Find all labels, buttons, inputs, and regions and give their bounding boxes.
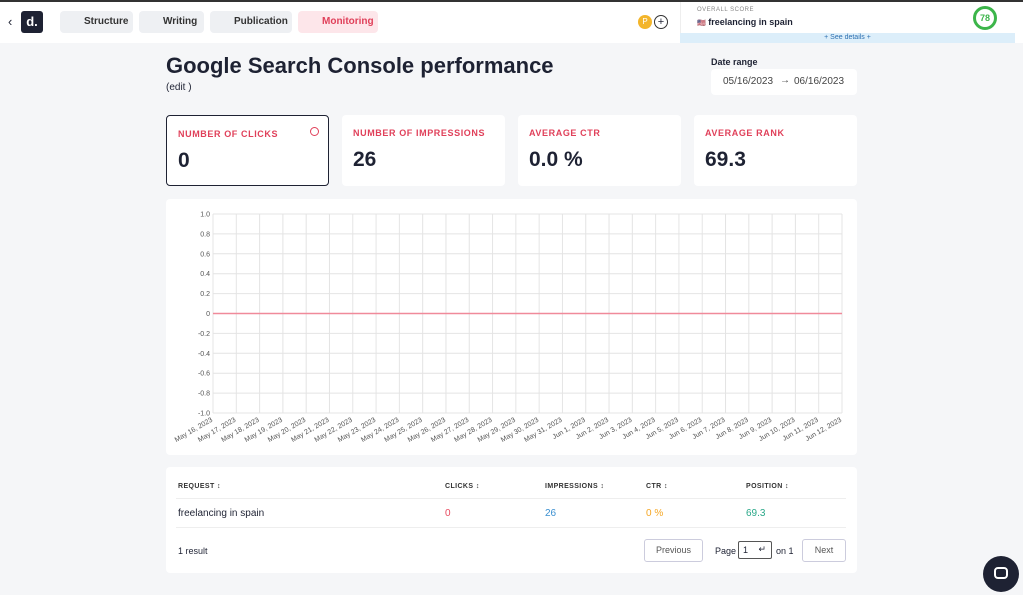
divider: [176, 498, 846, 499]
y-tick-label: 0.4: [200, 271, 210, 278]
page-total: on 1: [776, 546, 794, 556]
y-tick-label: 0.2: [200, 291, 210, 298]
see-details[interactable]: + See details +: [680, 33, 1015, 43]
y-tick-label: -1.0: [198, 411, 210, 418]
column-header[interactable]: CLICKS ↕: [445, 483, 480, 490]
date-end: 06/16/2023: [794, 76, 845, 87]
header-text: POSITION: [746, 483, 783, 490]
y-tick-label: -0.8: [198, 391, 210, 398]
divider: [176, 527, 846, 528]
x-tick-label: May 16, 2023: [174, 417, 214, 444]
y-tick-label: 0: [206, 311, 210, 318]
cell: 26: [545, 508, 557, 519]
keyword: freelancing in spain: [708, 17, 793, 27]
page-label: Page: [715, 546, 737, 556]
tab[interactable]: Publication: [210, 11, 292, 33]
page-title: Google Search Console performance: [166, 53, 554, 78]
next-button[interactable]: Next: [802, 539, 846, 562]
header-text: CTR: [646, 483, 662, 490]
y-tick-label: -0.4: [198, 351, 210, 358]
cell: 69.3: [746, 508, 766, 519]
score-keyword: 🇺🇸 freelancing in spain: [697, 17, 793, 27]
kpi-card[interactable]: AVERAGE CTR 0.0 %: [518, 115, 681, 186]
cell: 0 %: [646, 508, 664, 519]
tab[interactable]: Structure: [60, 11, 133, 33]
score-ring: 78: [973, 6, 997, 30]
date-start: 05/16/2023: [723, 76, 774, 87]
header-text: IMPRESSIONS: [545, 483, 599, 490]
kpi-label: AVERAGE CTR: [529, 128, 601, 138]
column-header[interactable]: IMPRESSIONS ↕: [545, 483, 605, 490]
y-tick-label: 1.0: [200, 212, 210, 219]
column-header[interactable]: CTR ↕: [646, 483, 668, 490]
kpi-card[interactable]: NUMBER OF IMPRESSIONS 26: [342, 115, 505, 186]
header-text: CLICKS: [445, 483, 474, 490]
enter-icon: ↵: [758, 544, 766, 554]
previous-button[interactable]: Previous: [644, 539, 703, 562]
chart: -1.0 -0.8 -0.6 -0.4 -0.2 0 0.2 0.4 0.6 0.8 1.0 May …: [166, 199, 857, 455]
header-text: REQUEST: [178, 483, 215, 490]
kpi-label: NUMBER OF IMPRESSIONS: [353, 128, 486, 138]
date-label: Date range: [711, 57, 758, 67]
score-label: OVERALL SCORE: [697, 7, 754, 13]
y-tick-label: -0.6: [198, 371, 210, 378]
avatar[interactable]: P: [638, 15, 652, 29]
cell: 0: [445, 508, 451, 519]
page-value: 1: [743, 545, 749, 555]
back-button[interactable]: ‹: [8, 14, 13, 29]
page-input[interactable]: 1 ↵: [738, 541, 772, 559]
kpi-label: AVERAGE RANK: [705, 128, 785, 138]
tab[interactable]: Writing: [139, 11, 204, 33]
y-tick-label: 0.6: [200, 251, 210, 258]
kpi-value: 26: [353, 148, 377, 171]
edit-link[interactable]: (edit ): [166, 82, 192, 93]
kpi-card[interactable]: AVERAGE RANK 69.3: [694, 115, 857, 186]
y-tick-label: 0.8: [200, 231, 210, 238]
kpi-value: 0.0 %: [529, 148, 583, 171]
indicator: [310, 127, 319, 136]
column-header[interactable]: POSITION ↕: [746, 483, 789, 490]
y-tick-label: -0.2: [198, 331, 210, 338]
tab[interactable]: Monitoring: [298, 11, 378, 33]
kpi-value: 0: [178, 149, 190, 172]
chat-button[interactable]: [983, 556, 1019, 592]
column-header[interactable]: REQUEST ↕: [178, 483, 221, 490]
cell: freelancing in spain: [178, 508, 265, 519]
add-button[interactable]: +: [654, 15, 668, 29]
logo[interactable]: d.: [21, 11, 43, 33]
kpi-value: 69.3: [705, 148, 746, 171]
date-picker[interactable]: 05/16/2023 → 06/16/2023: [711, 69, 857, 95]
kpi-label: NUMBER OF CLICKS: [178, 129, 279, 139]
kpi-card[interactable]: NUMBER OF CLICKS 0: [166, 115, 329, 186]
chat-icon: [994, 567, 1008, 579]
result-count: 1 result: [178, 546, 208, 556]
arrow: →: [780, 75, 790, 86]
